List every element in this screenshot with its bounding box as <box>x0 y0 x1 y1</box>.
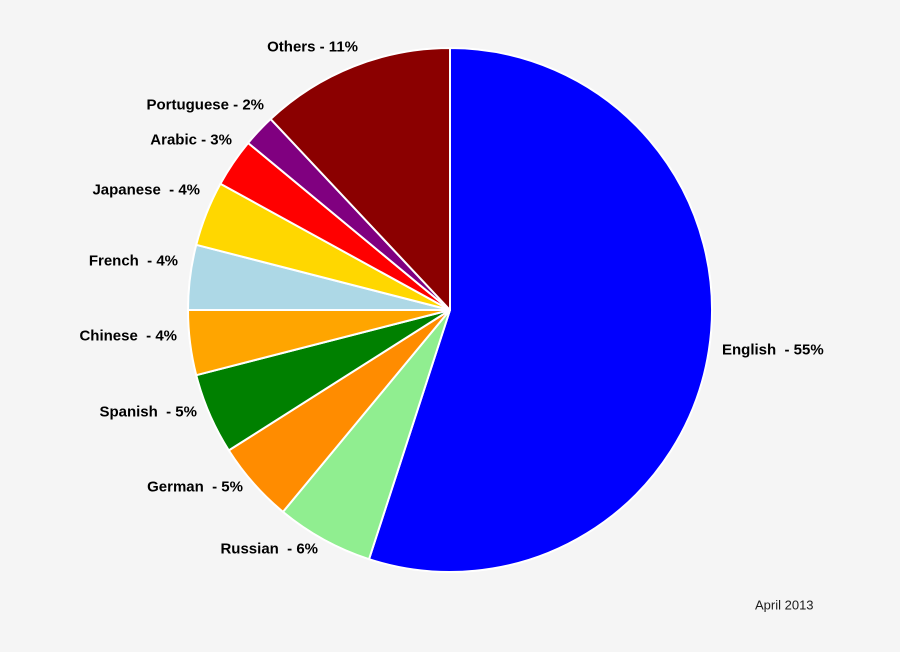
slice-label-german: German - 5% <box>147 478 243 496</box>
slice-label-portuguese: Portuguese - 2% <box>146 96 264 114</box>
slice-label-english: English - 55% <box>722 341 824 359</box>
slice-label-others: Others - 11% <box>267 38 358 56</box>
slice-label-japanese: Japanese - 4% <box>92 181 200 199</box>
slice-label-chinese: Chinese - 4% <box>79 327 177 345</box>
pie-slice-others <box>269 47 451 311</box>
slice-label-russian: Russian - 6% <box>220 540 318 558</box>
slice-label-spanish: Spanish - 5% <box>99 403 197 421</box>
slice-label-french: French - 4% <box>88 252 178 270</box>
footnote-date: April 2013 <box>755 597 814 613</box>
slice-label-arabic: Arabic - 3% <box>150 131 232 149</box>
pie-slice-english <box>368 47 713 573</box>
